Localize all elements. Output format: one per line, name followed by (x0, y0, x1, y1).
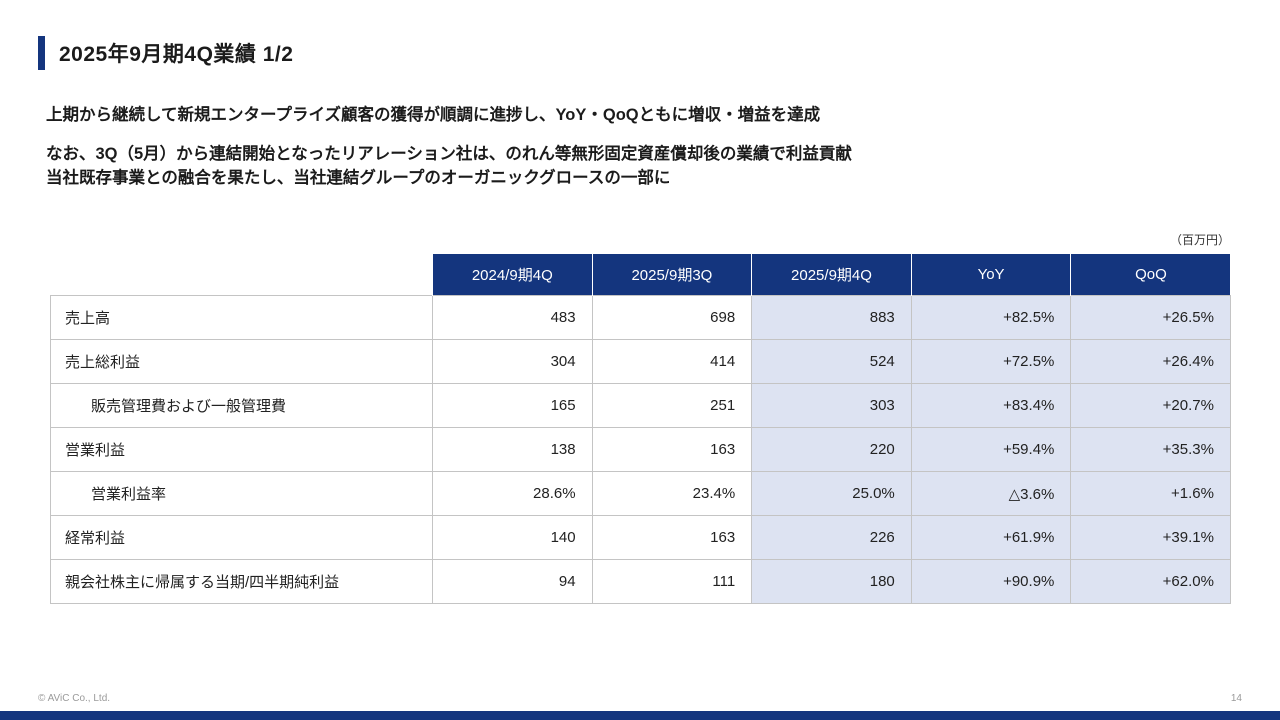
cell-value: 304 (432, 339, 593, 385)
row-label: 営業利益 (50, 427, 433, 473)
page-number: 14 (1230, 693, 1242, 704)
cell-value: +83.4% (910, 383, 1072, 429)
cell-value: 483 (432, 295, 593, 341)
header-col-2024-9-4q: 2024/9期4Q (432, 253, 593, 296)
table-body: 売上高 483 698 883 +82.5% +26.5% 売上総利益 304 … (50, 295, 1231, 605)
cell-value: 163 (591, 427, 753, 473)
cell-value: +90.9% (910, 559, 1072, 605)
table-row-gross-profit: 売上総利益 304 414 524 +72.5% +26.4% (50, 339, 1231, 385)
cell-value: 226 (751, 515, 912, 561)
row-label: 売上総利益 (50, 339, 433, 385)
table-row-net-profit: 親会社株主に帰属する当期/四半期純利益 94 111 180 +90.9% +6… (50, 559, 1231, 605)
table-row-net-sales: 売上高 483 698 883 +82.5% +26.5% (50, 295, 1231, 341)
page-title: 2025年9月期4Q業績 1/2 (59, 43, 294, 66)
lead-line-3: 当社既存事業との融合を果たし、当社連結グループのオーガニックグロースの一部に (46, 168, 671, 187)
cell-value: 180 (751, 559, 912, 605)
header-corner-cell (51, 254, 433, 296)
cell-value: 163 (591, 515, 753, 561)
cell-value: +82.5% (910, 295, 1072, 341)
row-label: 販売管理費および一般管理費 (50, 383, 433, 429)
cell-value: +72.5% (910, 339, 1072, 385)
table-row-ordinary-profit: 経常利益 140 163 226 +61.9% +39.1% (50, 515, 1231, 561)
results-table: 2024/9期4Q 2025/9期3Q 2025/9期4Q YoY QoQ 売上… (50, 253, 1231, 605)
cell-value: +26.5% (1070, 295, 1231, 341)
cell-value: 251 (591, 383, 753, 429)
table-row-operating-profit: 営業利益 138 163 220 +59.4% +35.3% (50, 427, 1231, 473)
cell-value: 25.0% (751, 471, 912, 517)
cell-value: 138 (432, 427, 593, 473)
cell-value: +26.4% (1070, 339, 1231, 385)
row-label: 売上高 (50, 295, 433, 341)
cell-value: 28.6% (432, 471, 593, 517)
table-header: 2024/9期4Q 2025/9期3Q 2025/9期4Q YoY QoQ (51, 253, 1231, 296)
title-accent-bar (38, 36, 45, 70)
cell-value: 303 (751, 383, 912, 429)
cell-value: 165 (432, 383, 593, 429)
table-row-operating-margin: 営業利益率 28.6% 23.4% 25.0% △3.6% +1.6% (50, 471, 1231, 517)
cell-value: △3.6% (910, 471, 1072, 517)
copyright: © AViC Co., Ltd. (38, 693, 111, 704)
cell-value: 140 (432, 515, 593, 561)
cell-value: 524 (751, 339, 912, 385)
cell-value: +61.9% (910, 515, 1072, 561)
cell-value: 94 (432, 559, 593, 605)
cell-value: 883 (751, 295, 912, 341)
cell-value: 698 (591, 295, 753, 341)
header-row: 2024/9期4Q 2025/9期3Q 2025/9期4Q YoY QoQ (51, 253, 1231, 296)
header-col-2025-9-4q: 2025/9期4Q (751, 253, 912, 296)
row-label: 経常利益 (50, 515, 433, 561)
bottom-accent-bar (0, 711, 1280, 720)
cell-value: +62.0% (1070, 559, 1231, 605)
lead-line-1: 上期から継続して新規エンタープライズ顧客の獲得が順調に進捗し、YoY・QoQとも… (46, 106, 821, 124)
unit-note: （百万円） (1169, 232, 1230, 247)
cell-value: +59.4% (910, 427, 1072, 473)
cell-value: 414 (591, 339, 753, 385)
lead-line-2: なお、3Q（5月）から連結開始となったリアレーション社は、のれん等無形固定資産償… (46, 144, 852, 163)
cell-value: +35.3% (1070, 427, 1231, 473)
cell-value: 220 (751, 427, 912, 473)
cell-value: +39.1% (1070, 515, 1231, 561)
row-label: 親会社株主に帰属する当期/四半期純利益 (50, 559, 433, 605)
lead-text: 上期から継続して新規エンタープライズ顧客の獲得が順調に進捗し、YoY・QoQとも… (46, 104, 1232, 191)
header-col-qoq: QoQ (1070, 253, 1231, 296)
header-col-yoy: YoY (910, 253, 1071, 296)
cell-value: 23.4% (591, 471, 753, 517)
header-col-2025-9-3q: 2025/9期3Q (591, 253, 752, 296)
slide-footer: © AViC Co., Ltd. 14 (38, 693, 1242, 704)
cell-value: +1.6% (1070, 471, 1231, 517)
table-row-sga-expenses: 販売管理費および一般管理費 165 251 303 +83.4% +20.7% (50, 383, 1231, 429)
cell-value: +20.7% (1070, 383, 1231, 429)
row-label: 営業利益率 (50, 471, 433, 517)
cell-value: 111 (591, 559, 753, 605)
slide-header: 2025年9月期4Q業績 1/2 (0, 0, 1280, 70)
